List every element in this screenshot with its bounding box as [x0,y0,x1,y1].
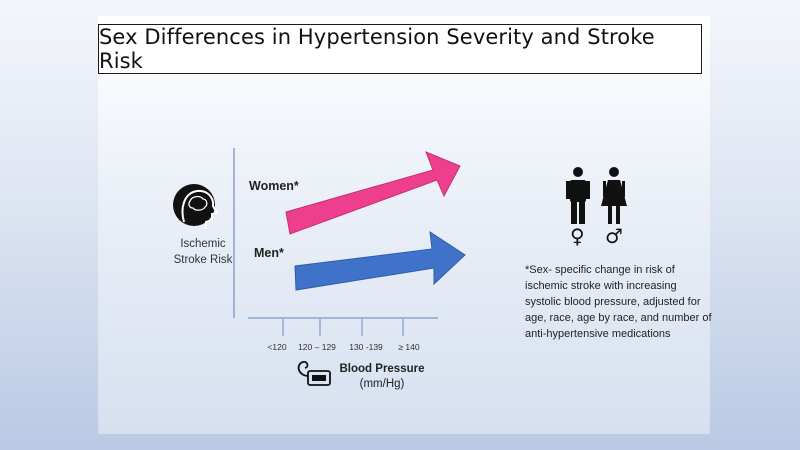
x-tick-label: <120 [267,342,287,352]
female-symbol-icon: ♀ [570,224,585,248]
brain-head-icon [173,184,219,230]
page-title: Sex Differences in Hypertension Severity… [99,25,655,73]
x-tick-label: ≥ 140 [398,342,420,352]
women-arrow [285,151,461,235]
x-axis-label-line2: (mm/Hg) [359,378,405,390]
men-label: Men* [254,246,284,260]
men-arrow [294,230,466,291]
x-axis-label-line1: Blood Pressure [339,363,425,375]
y-axis-label: Ischemic Stroke Risk [148,236,258,268]
title-box: Sex Differences in Hypertension Severity… [98,24,702,74]
x-tick-label: 120 – 129 [298,342,336,352]
x-axis-label: Blood Pressure (mm/Hg) [322,362,442,392]
footnote-text: *Sex- specific change in risk of ischemi… [525,264,712,340]
y-axis-label-line2: Stroke Risk [173,254,233,266]
female-figure-icon [601,167,627,224]
women-label: Women* [249,179,299,193]
male-symbol-icon: ♂ [605,224,623,248]
y-axis-label-line1: Ischemic [180,238,226,250]
x-tick-label: 130 -139 [349,342,383,352]
blood-pressure-cuff-icon [297,361,331,386]
male-figure-icon [566,167,590,224]
